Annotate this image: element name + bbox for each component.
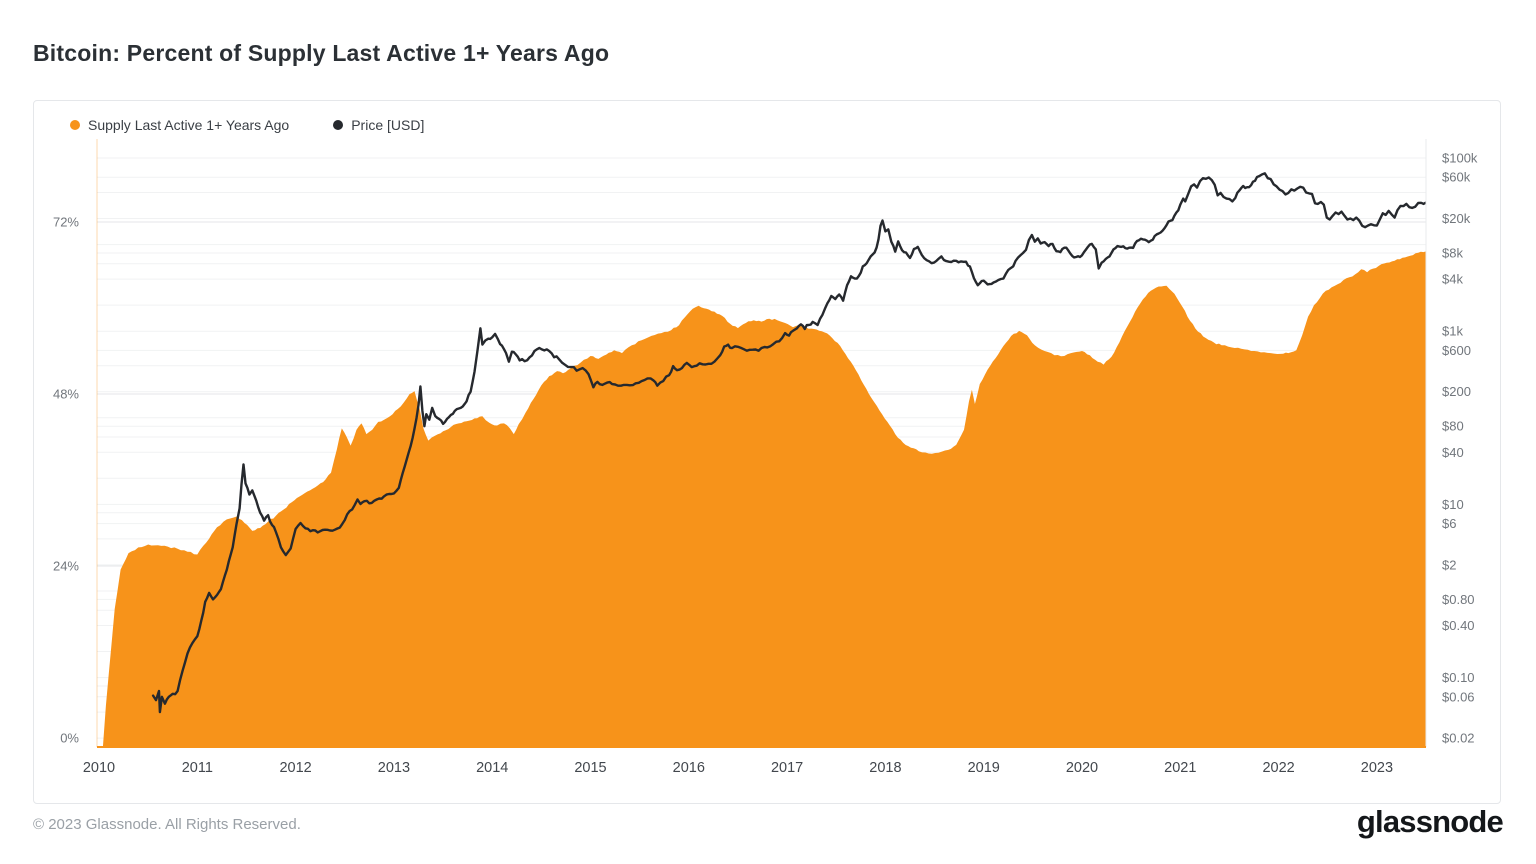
year-tick-label: 2011 bbox=[182, 760, 213, 776]
percent-tick-label: 72% bbox=[53, 215, 79, 230]
percent-tick-label: 0% bbox=[60, 731, 79, 746]
price-legend-label: Price [USD] bbox=[351, 117, 425, 133]
axes bbox=[96, 139, 1427, 748]
year-tick-label: 2023 bbox=[1361, 760, 1393, 776]
price-tick-label: $6 bbox=[1442, 516, 1456, 531]
legend: Supply Last Active 1+ Years Ago Price [U… bbox=[70, 117, 424, 133]
price-tick-label: $20k bbox=[1442, 211, 1471, 226]
price-tick-label: $40 bbox=[1442, 445, 1464, 460]
percent-tick-label: 24% bbox=[53, 559, 79, 574]
chart-canvas[interactable]: glassnode72%48%24%0%$100k$60k$20k$8k$4k$… bbox=[34, 101, 1500, 803]
year-tick-label: 2010 bbox=[83, 760, 115, 776]
legend-item-supply[interactable]: Supply Last Active 1+ Years Ago bbox=[70, 117, 289, 133]
supply-legend-label: Supply Last Active 1+ Years Ago bbox=[88, 117, 290, 133]
price-tick-label: $0.06 bbox=[1442, 689, 1475, 704]
price-tick-label: $4k bbox=[1442, 272, 1463, 287]
price-tick-label: $2 bbox=[1442, 557, 1456, 572]
right-axis-labels: $100k $60k $20k $8k $4k $1k $600 $200 $80 $40 $10 $… bbox=[1442, 151, 1478, 746]
year-tick-label: 2021 bbox=[1164, 760, 1196, 776]
price-tick-label: $0.80 bbox=[1442, 592, 1475, 607]
year-tick-label: 2013 bbox=[378, 760, 410, 776]
price-tick-label: $0.40 bbox=[1442, 618, 1475, 633]
glassnode-logo: glassnode bbox=[1356, 804, 1504, 839]
price-tick-label: $1k bbox=[1442, 324, 1463, 339]
page-title: Bitcoin: Percent of Supply Last Active 1… bbox=[33, 40, 610, 66]
price-tick-label: $100k bbox=[1442, 151, 1478, 166]
price-tick-label: $0.02 bbox=[1442, 731, 1475, 746]
left-axis-labels: 72% 48% 24% 0% bbox=[53, 215, 79, 746]
year-tick-label: 2022 bbox=[1262, 760, 1294, 776]
year-tick-label: 2015 bbox=[574, 760, 606, 776]
price-tick-label: $8k bbox=[1442, 246, 1463, 261]
year-tick-label: 2014 bbox=[476, 760, 508, 776]
footer-copyright: © 2023 Glassnode. All Rights Reserved. bbox=[33, 816, 301, 833]
price-tick-label: $0.10 bbox=[1442, 670, 1475, 685]
legend-item-price[interactable]: Price [USD] bbox=[333, 117, 424, 133]
price-tick-label: $80 bbox=[1442, 419, 1464, 434]
price-tick-label: $600 bbox=[1442, 343, 1471, 358]
year-tick-label: 2017 bbox=[771, 760, 803, 776]
year-tick-label: 2018 bbox=[869, 760, 901, 776]
price-tick-label: $200 bbox=[1442, 384, 1471, 399]
year-tick-label: 2016 bbox=[673, 760, 705, 776]
year-tick-label: 2020 bbox=[1066, 760, 1098, 776]
chart-panel: Supply Last Active 1+ Years Ago Price [U… bbox=[33, 100, 1501, 804]
price-tick-label: $60k bbox=[1442, 170, 1471, 185]
supply-legend-dot-icon bbox=[70, 120, 80, 130]
percent-tick-label: 48% bbox=[53, 387, 79, 402]
supply-area-series bbox=[102, 251, 1426, 747]
year-tick-label: 2012 bbox=[279, 760, 311, 776]
x-axis-labels: 2010 2011 2012 2013 2014 2015 2016 2017 2018 2019… bbox=[83, 760, 1393, 776]
price-legend-dot-icon bbox=[333, 120, 344, 130]
price-line-series bbox=[151, 172, 1426, 714]
year-tick-label: 2019 bbox=[968, 760, 1000, 776]
price-tick-label: $10 bbox=[1442, 497, 1464, 512]
